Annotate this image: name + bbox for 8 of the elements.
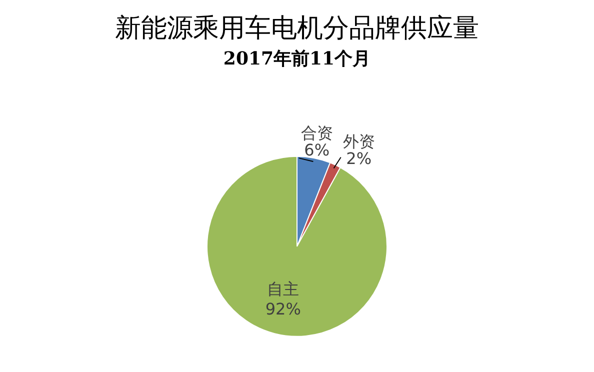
chart-title: 新能源乘用车电机分品牌供应量 [115, 13, 479, 44]
data-label: 2% [346, 148, 372, 168]
chart-subtitle: 2017年前11个月 [223, 48, 371, 70]
data-label: 6% [304, 140, 330, 160]
data-label: 92% [265, 300, 301, 319]
slice-label: 自主 [267, 280, 300, 299]
slice-label: 合资 [300, 124, 333, 143]
slice-label: 外资 [342, 132, 375, 151]
